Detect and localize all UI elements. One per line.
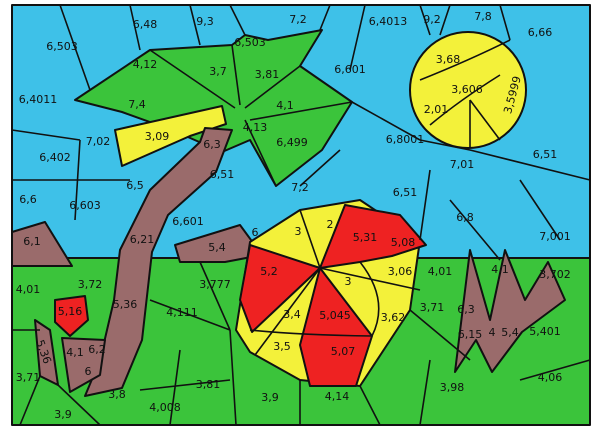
region-label: 6,15 bbox=[458, 328, 483, 341]
region-label: 7,02 bbox=[86, 135, 111, 148]
region-label: 5,401 bbox=[529, 325, 561, 338]
region-label: 7,4 bbox=[128, 98, 146, 111]
region-label: 6,51 bbox=[533, 148, 558, 161]
region-label: 3,72 bbox=[78, 278, 103, 291]
region-label: 5,07 bbox=[331, 345, 356, 358]
region-label: 3,777 bbox=[199, 278, 231, 291]
region-label: 7,8 bbox=[474, 10, 492, 23]
region-label: 3,71 bbox=[16, 371, 41, 384]
region-label: 7,2 bbox=[289, 13, 307, 26]
region-label: 3,9 bbox=[261, 391, 279, 404]
region-label: 6,6 bbox=[19, 193, 37, 206]
region-label: 3,06 bbox=[388, 265, 413, 278]
region-label: 6 bbox=[252, 226, 259, 239]
region-label: 6,402 bbox=[39, 151, 71, 164]
region-label: 4,14 bbox=[325, 390, 350, 403]
drawing bbox=[12, 5, 590, 425]
region-label: 4 bbox=[489, 326, 496, 339]
region-label: 5,4 bbox=[501, 326, 519, 339]
region-label: 5,2 bbox=[260, 265, 278, 278]
region-label: 6,48 bbox=[133, 18, 158, 31]
region-label: 9,3 bbox=[196, 15, 214, 28]
region-label: 6,3 bbox=[457, 303, 475, 316]
region-label: 3,09 bbox=[145, 130, 170, 143]
region-label: 4,06 bbox=[538, 371, 563, 384]
region-label: 3,71 bbox=[420, 301, 445, 314]
region-label: 6,603 bbox=[69, 199, 101, 212]
region-label: 5,16 bbox=[58, 305, 83, 318]
region-label: 4,13 bbox=[243, 121, 268, 134]
region-label: 3,4 bbox=[283, 308, 301, 321]
region-label: 6 bbox=[85, 365, 92, 378]
region-label: 2 bbox=[327, 218, 334, 231]
region-label: 3,9 bbox=[54, 408, 72, 421]
region-label: 3 bbox=[295, 225, 302, 238]
region-label: 6,499 bbox=[276, 136, 308, 149]
region-label: 3,7 bbox=[209, 65, 227, 78]
region-label: 6,601 bbox=[334, 63, 366, 76]
region-label: 4,1 bbox=[276, 99, 294, 112]
region-label: 5,31 bbox=[353, 231, 378, 244]
region-label: 6,1 bbox=[23, 235, 41, 248]
region-label: 6,4013 bbox=[369, 15, 408, 28]
region-label: 9,2 bbox=[423, 13, 441, 26]
region-label: 4,008 bbox=[149, 401, 181, 414]
region-label: 6,4011 bbox=[19, 93, 58, 106]
region-label: 5,045 bbox=[319, 309, 351, 322]
region-label: 3,62 bbox=[381, 311, 406, 324]
region-label: 6,5 bbox=[126, 179, 144, 192]
region-label: 4,111 bbox=[166, 306, 198, 319]
region-label: 5,36 bbox=[113, 298, 138, 311]
region-label: 6,21 bbox=[130, 233, 155, 246]
region-label: 6,3 bbox=[203, 138, 221, 151]
region-label: 3,5 bbox=[273, 340, 291, 353]
region-label: 6,503 bbox=[234, 36, 266, 49]
region-label: 3,702 bbox=[539, 268, 571, 281]
region-label: 6,2 bbox=[88, 343, 106, 356]
region-label: 3,606 bbox=[451, 83, 483, 96]
region-label: 4,1 bbox=[66, 346, 84, 359]
region-label: 3 bbox=[345, 275, 352, 288]
region-label: 3,98 bbox=[440, 381, 465, 394]
coloring-picture: 6,503 6,48 9,3 6,503 7,2 6,4013 9,2 7,8 … bbox=[0, 0, 603, 433]
region-label: 6,601 bbox=[172, 215, 204, 228]
region-label: 7,001 bbox=[539, 230, 571, 243]
region-label: 4,01 bbox=[16, 283, 41, 296]
region-label: 7,2 bbox=[291, 181, 309, 194]
region-label: 2,01 bbox=[424, 103, 449, 116]
region-label: 6,8 bbox=[456, 211, 474, 224]
region-label: 3,8 bbox=[108, 388, 126, 401]
region-label: 3,68 bbox=[436, 53, 461, 66]
region-label: 5,08 bbox=[391, 236, 416, 249]
region-label: 4,01 bbox=[428, 265, 453, 278]
region-label: 3,81 bbox=[196, 378, 221, 391]
region-label: 6,51 bbox=[393, 186, 418, 199]
region-label: 6,66 bbox=[528, 26, 553, 39]
region-label: 7,01 bbox=[450, 158, 475, 171]
region-label: 3,81 bbox=[255, 68, 280, 81]
region-label: 6,51 bbox=[210, 168, 235, 181]
region-label: 5,4 bbox=[208, 241, 226, 254]
region-label: 4,12 bbox=[133, 58, 158, 71]
region-label: 4,1 bbox=[491, 263, 509, 276]
region-label: 6,8001 bbox=[386, 133, 425, 146]
region-label: 6,503 bbox=[46, 40, 78, 53]
